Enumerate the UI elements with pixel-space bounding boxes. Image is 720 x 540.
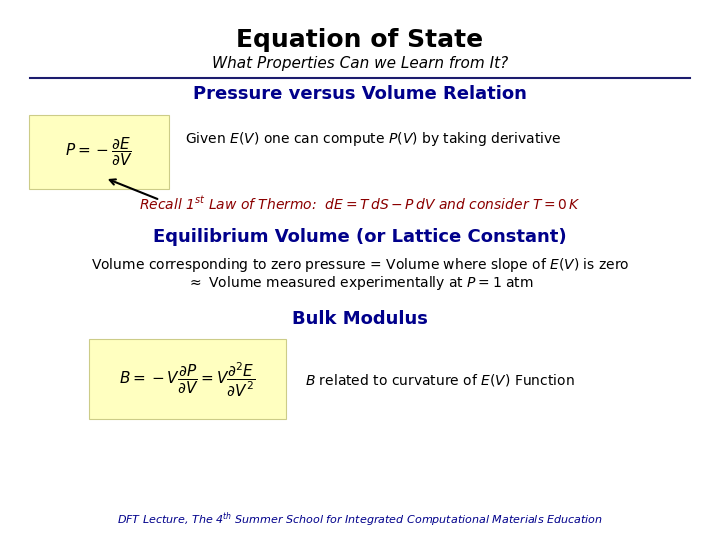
Text: Given $E(V)$ one can compute $P(V)$ by taking derivative: Given $E(V)$ one can compute $P(V)$ by t… [185, 130, 562, 148]
Text: Bulk Modulus: Bulk Modulus [292, 310, 428, 328]
Text: Recall 1$^{st}$ Law of Thermo:  $dE = T\,dS - P\,dV$ and consider $T = 0\,K$: Recall 1$^{st}$ Law of Thermo: $dE = T\,… [139, 195, 581, 213]
Text: $B=-V\dfrac{\partial P}{\partial V}=V\dfrac{\partial^2 E}{\partial V^2}$: $B=-V\dfrac{\partial P}{\partial V}=V\df… [119, 361, 255, 399]
Text: Equation of State: Equation of State [236, 28, 484, 52]
Text: What Properties Can we Learn from It?: What Properties Can we Learn from It? [212, 56, 508, 71]
Text: $\approx$ Volume measured experimentally at $P = 1$ atm: $\approx$ Volume measured experimentally… [186, 274, 534, 292]
Text: $B$ related to curvature of $E(V)$ Function: $B$ related to curvature of $E(V)$ Funct… [305, 372, 575, 388]
FancyBboxPatch shape [29, 115, 169, 189]
Text: Volume corresponding to zero pressure = Volume where slope of $E(V)$ is zero: Volume corresponding to zero pressure = … [91, 256, 629, 274]
Text: $P=-\dfrac{\partial E}{\partial V}$: $P=-\dfrac{\partial E}{\partial V}$ [65, 136, 133, 168]
Text: Equilibrium Volume (or Lattice Constant): Equilibrium Volume (or Lattice Constant) [153, 228, 567, 246]
Text: DFT Lecture, The 4$^{th}$ Summer School for Integrated Computational Materials E: DFT Lecture, The 4$^{th}$ Summer School … [117, 510, 603, 529]
FancyBboxPatch shape [89, 339, 286, 419]
Text: Pressure versus Volume Relation: Pressure versus Volume Relation [193, 85, 527, 103]
